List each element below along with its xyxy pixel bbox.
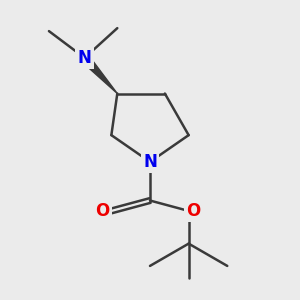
Text: O: O: [186, 202, 200, 220]
Text: O: O: [95, 202, 110, 220]
Polygon shape: [81, 55, 117, 94]
Text: N: N: [78, 49, 92, 67]
Text: N: N: [143, 153, 157, 171]
